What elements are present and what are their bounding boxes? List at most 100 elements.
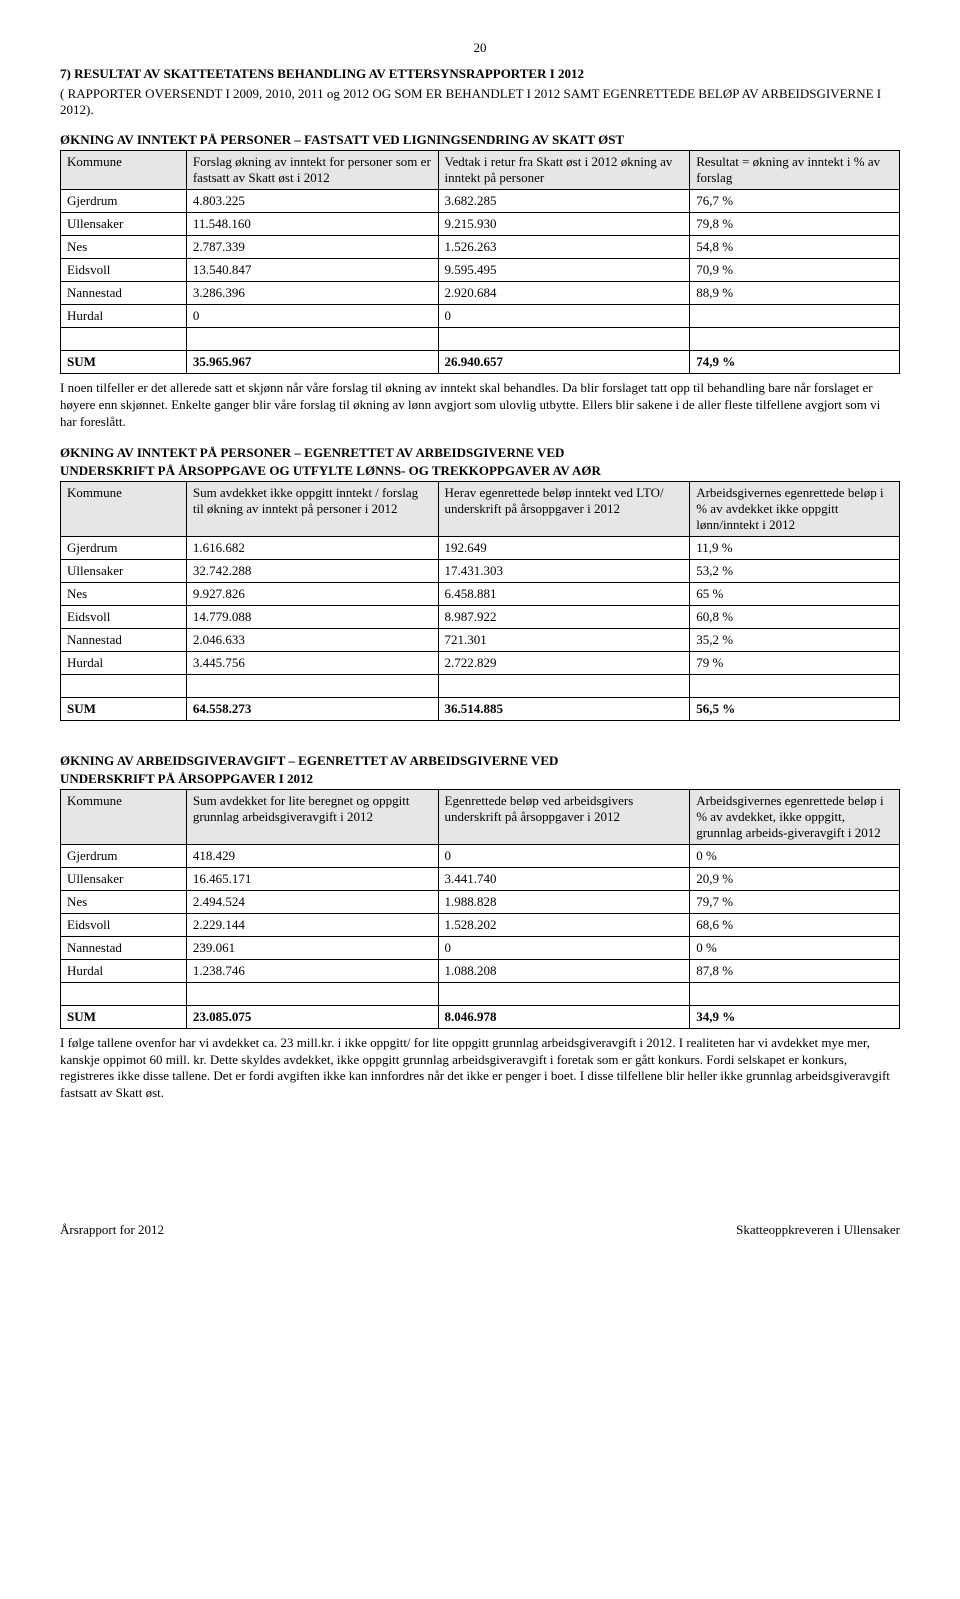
table-cell: Hurdal	[61, 959, 187, 982]
table-header-cell: Arbeidsgivernes egenrettede beløp i % av…	[690, 789, 900, 844]
table-spacer-row	[61, 674, 900, 697]
table-cell: Gjerdrum	[61, 844, 187, 867]
table-sum-cell: SUM	[61, 1005, 187, 1028]
table-row: Nes9.927.8266.458.88165 %	[61, 582, 900, 605]
table-cell: 70,9 %	[690, 259, 900, 282]
table-sum-row: SUM35.965.96726.940.65774,9 %	[61, 351, 900, 374]
table-cell: Eidsvoll	[61, 913, 187, 936]
table-row: Nannestad2.046.633721.30135,2 %	[61, 628, 900, 651]
table-cell: 79,8 %	[690, 213, 900, 236]
table-cell: 3.682.285	[438, 190, 690, 213]
table-cell: 1.238.746	[186, 959, 438, 982]
table-cell: Eidsvoll	[61, 259, 187, 282]
table-header-cell: Sum avdekket ikke oppgitt inntekt / fors…	[186, 481, 438, 536]
table-row: Hurdal3.445.7562.722.82979 %	[61, 651, 900, 674]
table-cell: 1.526.263	[438, 236, 690, 259]
table-cell: Hurdal	[61, 651, 187, 674]
table-cell: 11,9 %	[690, 536, 900, 559]
page-number: 20	[60, 40, 900, 56]
footer-left: Årsrapport for 2012	[60, 1222, 164, 1238]
table-cell: 60,8 %	[690, 605, 900, 628]
table-cell: 0	[186, 305, 438, 328]
table-cell: Nannestad	[61, 936, 187, 959]
table3-title-line1: ØKNING AV ARBEIDSGIVERAVGIFT – EGENRETTE…	[60, 753, 900, 769]
table-cell: 0	[438, 844, 690, 867]
table-cell: 2.920.684	[438, 282, 690, 305]
table-cell: 1.528.202	[438, 913, 690, 936]
table-cell: 9.215.930	[438, 213, 690, 236]
table-cell: 1.616.682	[186, 536, 438, 559]
table-header-cell: Resultat = økning av inntekt i % av fors…	[690, 151, 900, 190]
table-cell: 35,2 %	[690, 628, 900, 651]
table-row: Eidsvoll14.779.0888.987.92260,8 %	[61, 605, 900, 628]
table-cell: 0 %	[690, 936, 900, 959]
table-cell: 2.494.524	[186, 890, 438, 913]
table-header-cell: Forslag økning av inntekt for personer s…	[186, 151, 438, 190]
table-cell: 79 %	[690, 651, 900, 674]
table-cell: 1.088.208	[438, 959, 690, 982]
table-cell: Nes	[61, 582, 187, 605]
table-cell: 192.649	[438, 536, 690, 559]
table-cell	[690, 305, 900, 328]
table-cell: Nes	[61, 890, 187, 913]
table-cell: Gjerdrum	[61, 190, 187, 213]
paragraph-1: I noen tilfeller er det allerede satt et…	[60, 380, 900, 431]
table-cell: 3.441.740	[438, 867, 690, 890]
table-cell: Gjerdrum	[61, 536, 187, 559]
table-row: Ullensaker11.548.1609.215.93079,8 %	[61, 213, 900, 236]
table-sum-cell: 64.558.273	[186, 697, 438, 720]
table-cell: 0	[438, 936, 690, 959]
table-cell: 2.046.633	[186, 628, 438, 651]
table-header-cell: Arbeidsgivernes egenrettede beløp i % av…	[690, 481, 900, 536]
table-row: Hurdal1.238.7461.088.20887,8 %	[61, 959, 900, 982]
table-cell: 1.988.828	[438, 890, 690, 913]
table-row: Nannestad239.06100 %	[61, 936, 900, 959]
table-cell: 0 %	[690, 844, 900, 867]
table-1: KommuneForslag økning av inntekt for per…	[60, 150, 900, 374]
table-cell: 721.301	[438, 628, 690, 651]
table-sum-cell: 74,9 %	[690, 351, 900, 374]
table-sum-cell: 56,5 %	[690, 697, 900, 720]
table-3: KommuneSum avdekket for lite beregnet og…	[60, 789, 900, 1029]
table-row: Gjerdrum418.42900 %	[61, 844, 900, 867]
table-cell: 68,6 %	[690, 913, 900, 936]
table-row: Gjerdrum4.803.2253.682.28576,7 %	[61, 190, 900, 213]
table-sum-cell: 23.085.075	[186, 1005, 438, 1028]
table-sum-cell: 26.940.657	[438, 351, 690, 374]
table-cell: 79,7 %	[690, 890, 900, 913]
table-row: Nannestad3.286.3962.920.68488,9 %	[61, 282, 900, 305]
table-header-cell: Kommune	[61, 151, 187, 190]
table-cell: 14.779.088	[186, 605, 438, 628]
table-cell: 87,8 %	[690, 959, 900, 982]
table-cell: 17.431.303	[438, 559, 690, 582]
table-cell: 418.429	[186, 844, 438, 867]
table-cell: 16.465.171	[186, 867, 438, 890]
table-cell: 8.987.922	[438, 605, 690, 628]
page-footer: Årsrapport for 2012 Skatteoppkreveren i …	[60, 1222, 900, 1238]
table-2: KommuneSum avdekket ikke oppgitt inntekt…	[60, 481, 900, 721]
table-row: Ullensaker16.465.1713.441.74020,9 %	[61, 867, 900, 890]
table-row: Nes2.787.3391.526.26354,8 %	[61, 236, 900, 259]
table-spacer-row	[61, 328, 900, 351]
table-cell: Ullensaker	[61, 559, 187, 582]
table-cell: 53,2 %	[690, 559, 900, 582]
table-cell: 9.595.495	[438, 259, 690, 282]
table-header-cell: Egenrettede beløp ved arbeidsgivers unde…	[438, 789, 690, 844]
table-header-cell: Sum avdekket for lite beregnet og oppgit…	[186, 789, 438, 844]
table2-title-line2: UNDERSKRIFT PÅ ÅRSOPPGAVE OG UTFYLTE LØN…	[60, 463, 900, 479]
table-cell: 88,9 %	[690, 282, 900, 305]
table-sum-row: SUM64.558.27336.514.88556,5 %	[61, 697, 900, 720]
table-cell: 4.803.225	[186, 190, 438, 213]
table-cell: 11.548.160	[186, 213, 438, 236]
table-cell: Ullensaker	[61, 867, 187, 890]
table-cell: Nes	[61, 236, 187, 259]
table-sum-cell: 35.965.967	[186, 351, 438, 374]
table-cell: 65 %	[690, 582, 900, 605]
table-sum-cell: 8.046.978	[438, 1005, 690, 1028]
table-cell: Eidsvoll	[61, 605, 187, 628]
table-sum-row: SUM23.085.0758.046.97834,9 %	[61, 1005, 900, 1028]
section-7-heading: 7) RESULTAT AV SKATTEETATENS BEHANDLING …	[60, 66, 900, 82]
section-7-subline: ( RAPPORTER OVERSENDT I 2009, 2010, 2011…	[60, 86, 900, 118]
table-cell: 2.229.144	[186, 913, 438, 936]
table-cell: Nannestad	[61, 628, 187, 651]
